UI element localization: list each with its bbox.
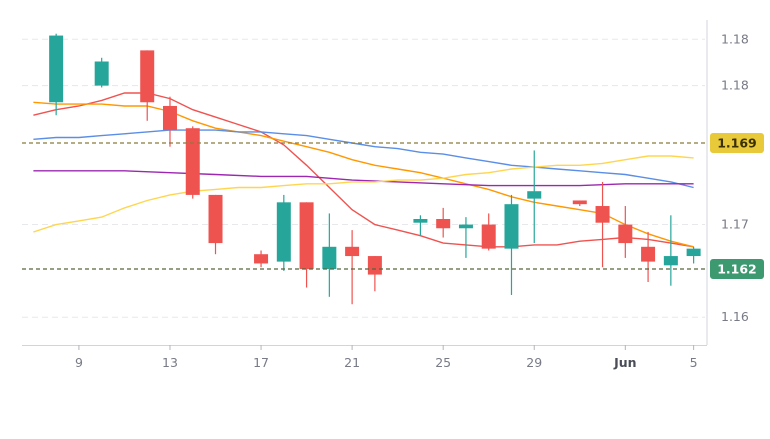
candle-body bbox=[663, 256, 678, 266]
candle[interactable] bbox=[299, 202, 314, 288]
candle-body bbox=[413, 219, 428, 223]
candle[interactable] bbox=[641, 231, 656, 282]
candle[interactable] bbox=[367, 256, 382, 292]
x-tick-label: Jun bbox=[613, 355, 636, 370]
candle[interactable] bbox=[458, 217, 473, 258]
candle-body bbox=[595, 206, 610, 223]
candle-body bbox=[572, 200, 587, 205]
indicator-lines bbox=[33, 92, 694, 248]
candle-body bbox=[49, 35, 64, 103]
candle[interactable] bbox=[208, 194, 223, 255]
indicator-line bbox=[33, 170, 694, 187]
x-tick-label: 21 bbox=[344, 355, 360, 370]
x-tick-label: 13 bbox=[162, 355, 178, 370]
candle[interactable] bbox=[49, 33, 64, 116]
y-tick-label: 1.16 bbox=[721, 309, 749, 324]
candle[interactable] bbox=[663, 215, 678, 286]
candle-body bbox=[299, 202, 314, 270]
candle-body bbox=[345, 246, 360, 257]
candle-body bbox=[481, 224, 496, 249]
candle-body bbox=[641, 246, 656, 262]
candle-body bbox=[527, 191, 542, 199]
x-tick-label: 9 bbox=[75, 355, 83, 370]
candle[interactable] bbox=[254, 250, 269, 268]
x-tick-label: 17 bbox=[253, 355, 269, 370]
candle-body bbox=[436, 219, 451, 229]
candle-body bbox=[208, 194, 223, 244]
candle[interactable] bbox=[162, 96, 177, 147]
price-tag bbox=[710, 259, 764, 280]
candle[interactable] bbox=[185, 126, 200, 199]
candle[interactable] bbox=[481, 213, 496, 251]
candle[interactable] bbox=[618, 206, 633, 258]
candle-body bbox=[618, 224, 633, 244]
candle-body bbox=[185, 128, 200, 195]
indicator-line bbox=[33, 129, 694, 189]
candle[interactable] bbox=[276, 194, 291, 271]
candle[interactable] bbox=[413, 215, 428, 236]
price-lines: 1.169 1.162 bbox=[22, 133, 764, 280]
x-tick-label: 25 bbox=[435, 355, 451, 370]
candle-body bbox=[504, 204, 519, 249]
indicator-line bbox=[33, 155, 694, 233]
candle[interactable] bbox=[140, 50, 155, 121]
candle[interactable] bbox=[504, 194, 519, 295]
candle[interactable] bbox=[436, 207, 451, 238]
y-tick-label: 1.18 bbox=[721, 78, 749, 93]
candle-body bbox=[276, 202, 291, 262]
price-tag bbox=[710, 133, 764, 154]
y-tick-label: 1.18 bbox=[721, 31, 749, 46]
indicator-line bbox=[33, 101, 694, 248]
price-tag-label: 1.162 bbox=[717, 262, 757, 277]
candle[interactable] bbox=[345, 230, 360, 305]
candle-body bbox=[686, 248, 701, 257]
candle-body bbox=[140, 50, 155, 103]
candle[interactable] bbox=[595, 181, 610, 268]
indicator-line bbox=[33, 92, 694, 248]
candle[interactable] bbox=[322, 213, 337, 297]
candle[interactable] bbox=[527, 150, 542, 244]
price-tag-label: 1.169 bbox=[717, 136, 757, 151]
candle[interactable] bbox=[572, 200, 587, 207]
candle-body bbox=[94, 61, 109, 86]
x-tick-label: 5 bbox=[690, 355, 698, 370]
candle[interactable] bbox=[94, 57, 109, 88]
grid bbox=[22, 38, 705, 318]
candle-body bbox=[367, 256, 382, 275]
x-tick-label: 29 bbox=[526, 355, 542, 370]
candle-body bbox=[322, 246, 337, 270]
axes: 1.18 1.18 1.17 1.16 9 13 17 21 25 29 Jun 5 bbox=[22, 20, 749, 370]
candle-body bbox=[458, 224, 473, 229]
y-tick-label: 1.17 bbox=[721, 217, 749, 232]
candle-body bbox=[162, 105, 177, 131]
candle-body bbox=[254, 254, 269, 264]
candles[interactable] bbox=[49, 33, 701, 305]
candle[interactable] bbox=[686, 246, 701, 264]
